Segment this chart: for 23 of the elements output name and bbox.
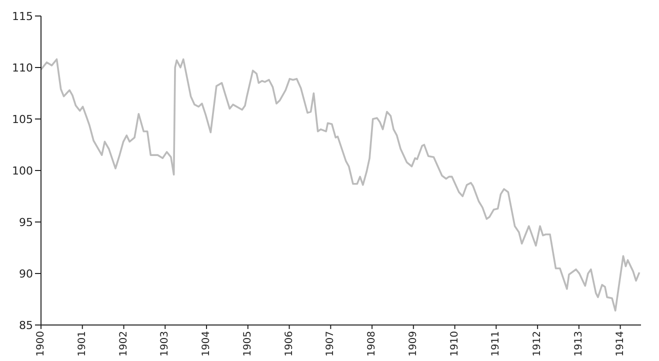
- x-tick-label: 1909: [408, 331, 419, 356]
- x-tick-label: 1912: [532, 331, 544, 356]
- x-tick-label: 1905: [242, 331, 254, 356]
- y-tick-label: 95: [19, 216, 33, 229]
- x-tick-label: 1903: [160, 331, 171, 356]
- x-tick-label: 1911: [490, 331, 502, 356]
- y-tick-label: 105: [12, 112, 33, 126]
- x-tick-label: 1904: [201, 331, 212, 356]
- x-tick-label: 1914: [614, 331, 626, 356]
- y-tick-label: 115: [12, 10, 33, 23]
- x-tick-label: 1908: [366, 331, 378, 356]
- x-tick-label: 1906: [284, 331, 295, 356]
- x-tick-label: 1907: [325, 331, 336, 356]
- y-tick-label: 100: [12, 164, 33, 178]
- y-tick-label: 110: [12, 61, 33, 74]
- x-tick-label: 1913: [573, 331, 584, 356]
- line-series: [41, 58, 640, 312]
- x-tick-label: 1902: [118, 331, 130, 356]
- x-tick-label: 1900: [36, 331, 46, 356]
- y-tick-label: 90: [19, 267, 33, 280]
- y-tick-label: 85: [19, 318, 33, 332]
- x-tick-label: 1910: [449, 331, 460, 356]
- x-tick-label: 1901: [76, 331, 88, 356]
